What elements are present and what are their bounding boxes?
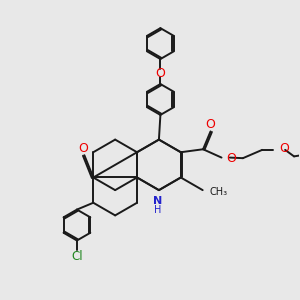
- Text: O: O: [226, 152, 236, 165]
- Text: H: H: [154, 205, 161, 215]
- Text: CH₃: CH₃: [209, 187, 227, 196]
- Text: O: O: [78, 142, 88, 155]
- Text: O: O: [155, 67, 165, 80]
- Text: O: O: [206, 118, 215, 131]
- Text: N: N: [153, 196, 162, 206]
- Text: Cl: Cl: [71, 250, 83, 263]
- Text: O: O: [279, 142, 289, 155]
